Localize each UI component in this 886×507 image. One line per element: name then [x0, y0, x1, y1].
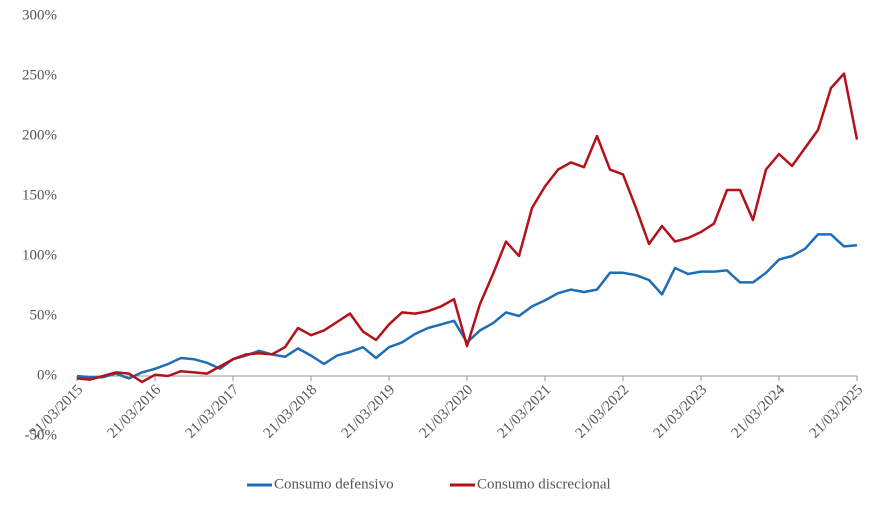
x-tick-label: 21/03/2020	[417, 382, 477, 442]
x-tick-label: 21/03/2018	[261, 382, 321, 442]
series-line	[76, 72, 859, 384]
legend-label: Consumo discrecional	[477, 476, 611, 492]
x-tick-label: 21/03/2025	[807, 382, 867, 442]
x-tick-label: 21/03/2019	[339, 382, 399, 442]
y-tick-label: 300%	[22, 7, 57, 23]
y-tick-label: -50%	[25, 427, 58, 443]
y-tick-label: 50%	[30, 307, 58, 323]
x-tick-label: 21/03/2021	[495, 382, 555, 442]
x-tick-label: 21/03/2017	[183, 382, 243, 442]
legend-label: Consumo defensivo	[274, 476, 394, 492]
y-tick-label: 200%	[22, 127, 57, 143]
y-tick-label: 0%	[37, 367, 57, 383]
x-tick-label: 21/03/2023	[651, 382, 711, 442]
y-tick-label: 150%	[22, 187, 57, 203]
series-line	[76, 233, 858, 380]
y-tick-label: 250%	[22, 67, 57, 83]
x-tick-label: 21/03/2024	[729, 382, 789, 442]
x-tick-label: 21/03/2016	[105, 382, 165, 442]
y-tick-label: 100%	[22, 247, 57, 263]
x-tick-label: 21/03/2022	[573, 382, 633, 442]
